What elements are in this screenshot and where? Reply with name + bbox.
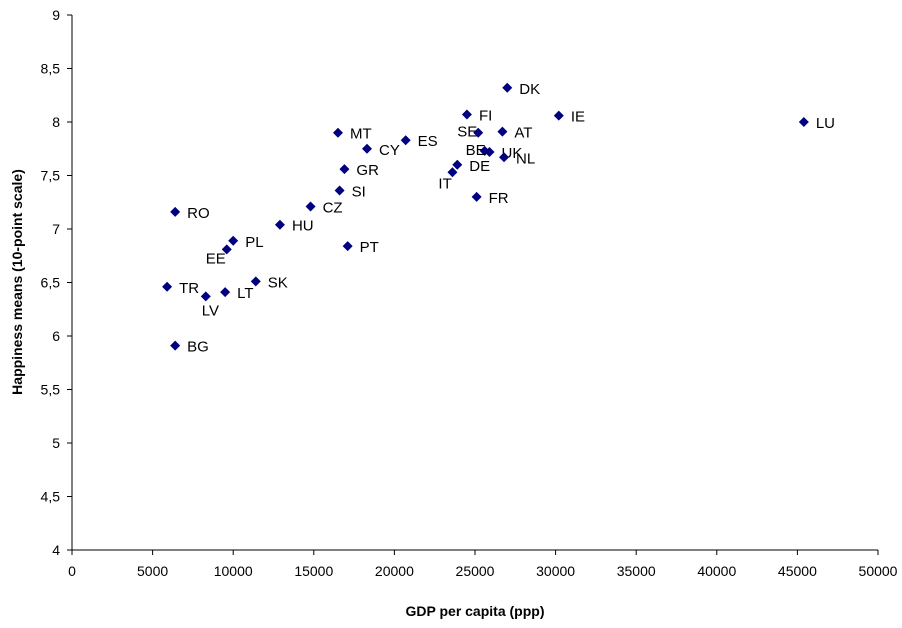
y-ticks: 4 4,5 5 5,5 6 6,5 7 7,5 8 8,5 9 xyxy=(41,7,72,558)
point-pl xyxy=(228,235,239,246)
x-tick-label: 10000 xyxy=(214,563,253,579)
x-tick-label: 50000 xyxy=(859,563,898,579)
y-tick-label: 5 xyxy=(52,435,60,451)
point-label-sk: SK xyxy=(268,274,288,291)
point-fr xyxy=(471,191,482,202)
point-dk xyxy=(502,82,513,93)
point-ie xyxy=(553,110,564,121)
y-tick-label: 8,5 xyxy=(41,61,61,77)
y-tick-label: 6,5 xyxy=(41,275,61,291)
point-sk xyxy=(250,276,261,287)
point-label-ro: RO xyxy=(187,205,210,222)
point-lt xyxy=(220,287,231,298)
point-label-fi: FI xyxy=(479,108,492,125)
point-label-se: SE xyxy=(457,124,477,141)
point-it xyxy=(447,167,458,178)
point-nl xyxy=(499,152,510,163)
x-axis-title: GDP per capita (ppp) xyxy=(406,603,545,619)
point-se xyxy=(473,127,484,138)
point-de xyxy=(452,159,463,170)
point-fi xyxy=(461,109,472,120)
point-label-nl: NL xyxy=(516,150,535,167)
point-ro xyxy=(170,206,181,217)
point-label-lu: LU xyxy=(816,115,835,132)
point-bg xyxy=(170,340,181,351)
point-label-mt: MT xyxy=(350,126,372,143)
x-tick-label: 40000 xyxy=(697,563,736,579)
x-tick-label: 25000 xyxy=(456,563,495,579)
point-label-de: DE xyxy=(469,158,490,175)
x-tick-label: 45000 xyxy=(778,563,817,579)
point-label-cy: CY xyxy=(379,142,400,159)
y-tick-label: 4 xyxy=(52,542,60,558)
point-lu xyxy=(798,117,809,127)
point-label-ie: IE xyxy=(571,109,585,126)
point-label-bg: BG xyxy=(187,339,209,356)
point-label-si: SI xyxy=(352,183,366,200)
y-axis-title: Happiness means (10-point scale) xyxy=(9,169,25,395)
x-tick-label: 5000 xyxy=(137,563,168,579)
y-tick-label: 5,5 xyxy=(41,382,61,398)
x-tick-label: 35000 xyxy=(617,563,656,579)
y-tick-label: 6 xyxy=(52,328,60,344)
point-gr xyxy=(339,164,350,175)
point-label-be: BE xyxy=(466,142,486,159)
x-tick-label: 15000 xyxy=(294,563,333,579)
point-mt xyxy=(332,127,343,138)
point-label-es: ES xyxy=(418,133,438,150)
point-hu xyxy=(274,219,285,230)
point-label-dk: DK xyxy=(519,81,540,98)
point-label-at: AT xyxy=(514,125,532,142)
x-tick-label: 20000 xyxy=(375,563,414,579)
y-tick-label: 7,5 xyxy=(41,168,61,184)
point-label-cz: CZ xyxy=(323,200,343,217)
x-tick-label: 0 xyxy=(68,563,76,579)
point-ee xyxy=(221,244,232,255)
point-uk xyxy=(484,146,495,157)
y-tick-label: 8 xyxy=(52,114,60,130)
point-label-it: IT xyxy=(438,175,451,192)
point-at xyxy=(497,126,508,137)
x-tick-label: 30000 xyxy=(536,563,575,579)
point-label-pt: PT xyxy=(360,239,379,256)
point-lv xyxy=(200,291,211,302)
y-tick-label: 7 xyxy=(52,221,60,237)
x-ticks: 0 5000 10000 15000 20000 25000 30000 35000 40000… xyxy=(68,550,898,579)
point-label-hu: HU xyxy=(292,218,314,235)
point-cy xyxy=(361,143,372,154)
point-pt xyxy=(342,241,353,252)
point-si xyxy=(334,185,345,196)
point-label-tr: TR xyxy=(179,280,199,297)
y-tick-label: 9 xyxy=(52,7,60,23)
point-label-ee: EE xyxy=(206,250,226,267)
point-tr xyxy=(162,281,173,292)
point-label-gr: GR xyxy=(356,162,379,179)
point-label-lv: LV xyxy=(202,302,219,319)
point-es xyxy=(400,135,411,146)
point-label-pl: PL xyxy=(245,234,263,251)
point-label-fr: FR xyxy=(489,190,509,207)
point-cz xyxy=(305,201,316,212)
y-tick-label: 4,5 xyxy=(41,489,61,505)
point-label-lt: LT xyxy=(237,285,253,302)
